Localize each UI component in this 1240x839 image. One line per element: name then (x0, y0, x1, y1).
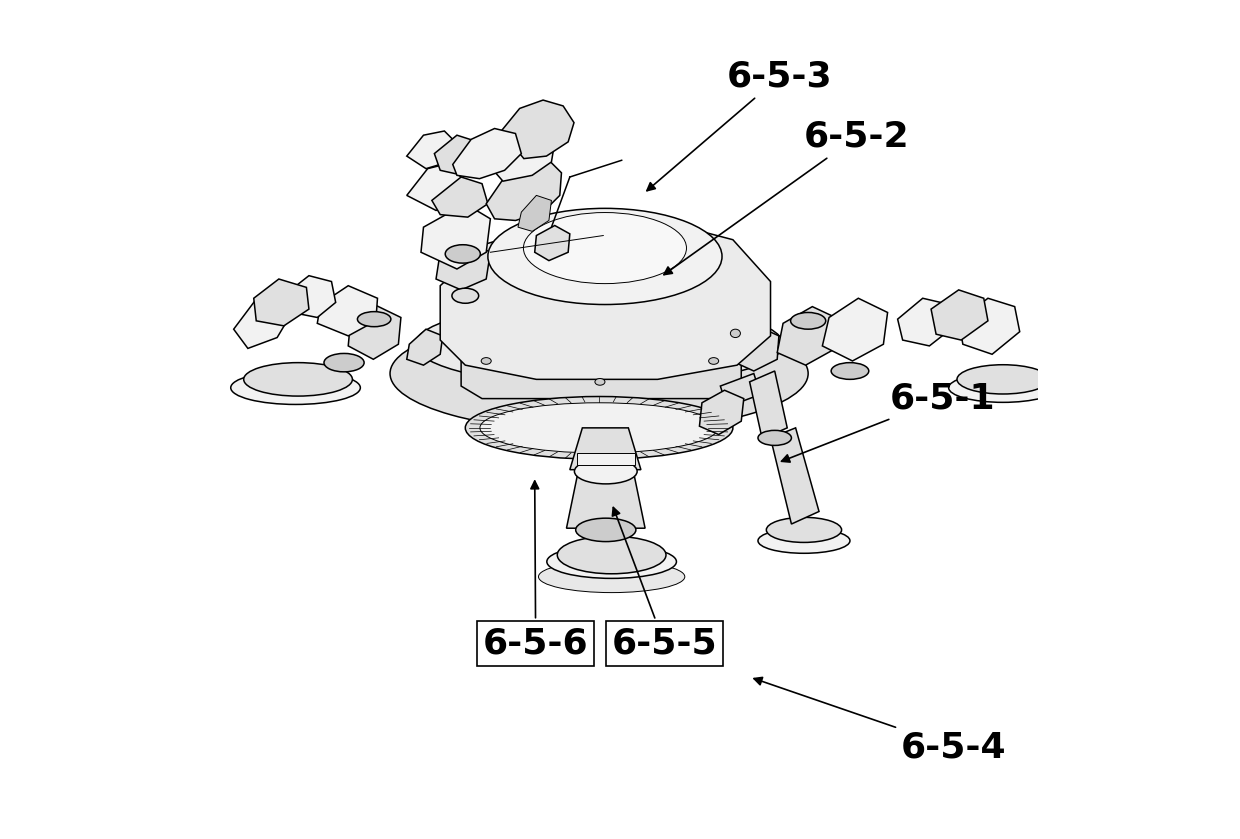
Ellipse shape (708, 357, 719, 364)
Polygon shape (485, 122, 554, 181)
Polygon shape (570, 428, 641, 470)
Ellipse shape (244, 362, 352, 396)
Ellipse shape (357, 311, 391, 326)
Ellipse shape (574, 459, 637, 484)
Text: 6-5-3: 6-5-3 (647, 60, 833, 190)
Polygon shape (567, 472, 645, 529)
Polygon shape (254, 279, 309, 326)
Ellipse shape (523, 212, 687, 284)
Polygon shape (959, 298, 1019, 354)
Text: 6-5-4: 6-5-4 (754, 677, 1007, 764)
Ellipse shape (949, 373, 1058, 403)
Ellipse shape (415, 302, 784, 386)
Ellipse shape (766, 518, 842, 543)
Polygon shape (434, 135, 482, 175)
Polygon shape (348, 304, 401, 359)
Polygon shape (822, 298, 888, 361)
Polygon shape (285, 276, 336, 317)
Text: 6-5-5: 6-5-5 (611, 508, 717, 660)
Ellipse shape (445, 245, 480, 263)
Polygon shape (750, 371, 787, 439)
Ellipse shape (575, 519, 636, 542)
Ellipse shape (538, 560, 684, 592)
Polygon shape (720, 373, 760, 407)
Polygon shape (436, 240, 490, 290)
Polygon shape (486, 160, 562, 221)
Polygon shape (453, 128, 521, 179)
Ellipse shape (480, 403, 718, 453)
Ellipse shape (557, 536, 666, 574)
Polygon shape (898, 298, 952, 346)
Polygon shape (317, 286, 377, 336)
Polygon shape (407, 329, 443, 365)
Ellipse shape (451, 289, 479, 303)
Polygon shape (407, 131, 456, 169)
Polygon shape (577, 453, 635, 466)
Polygon shape (931, 290, 988, 340)
Ellipse shape (391, 315, 808, 432)
Ellipse shape (547, 545, 677, 578)
Text: 6-5-2: 6-5-2 (663, 120, 910, 274)
Polygon shape (534, 226, 570, 261)
Ellipse shape (831, 362, 869, 379)
Polygon shape (518, 195, 552, 232)
Ellipse shape (791, 312, 826, 329)
Polygon shape (461, 286, 507, 336)
Ellipse shape (487, 208, 722, 305)
Polygon shape (777, 306, 839, 365)
Text: 6-5-6: 6-5-6 (482, 481, 589, 660)
Polygon shape (699, 390, 744, 435)
Ellipse shape (481, 357, 491, 364)
Polygon shape (770, 428, 820, 524)
Polygon shape (432, 177, 487, 217)
Ellipse shape (465, 397, 733, 459)
Ellipse shape (231, 371, 361, 404)
Ellipse shape (730, 329, 740, 337)
Ellipse shape (440, 195, 474, 212)
Polygon shape (420, 204, 490, 269)
Text: 6-5-1: 6-5-1 (781, 382, 994, 462)
Ellipse shape (758, 430, 791, 446)
Polygon shape (735, 327, 779, 371)
Ellipse shape (324, 353, 365, 372)
Ellipse shape (595, 378, 605, 385)
Polygon shape (440, 219, 770, 379)
Polygon shape (233, 288, 295, 348)
Polygon shape (501, 100, 574, 159)
Polygon shape (461, 344, 742, 399)
Polygon shape (407, 164, 461, 211)
Ellipse shape (758, 529, 849, 553)
Ellipse shape (957, 365, 1049, 394)
